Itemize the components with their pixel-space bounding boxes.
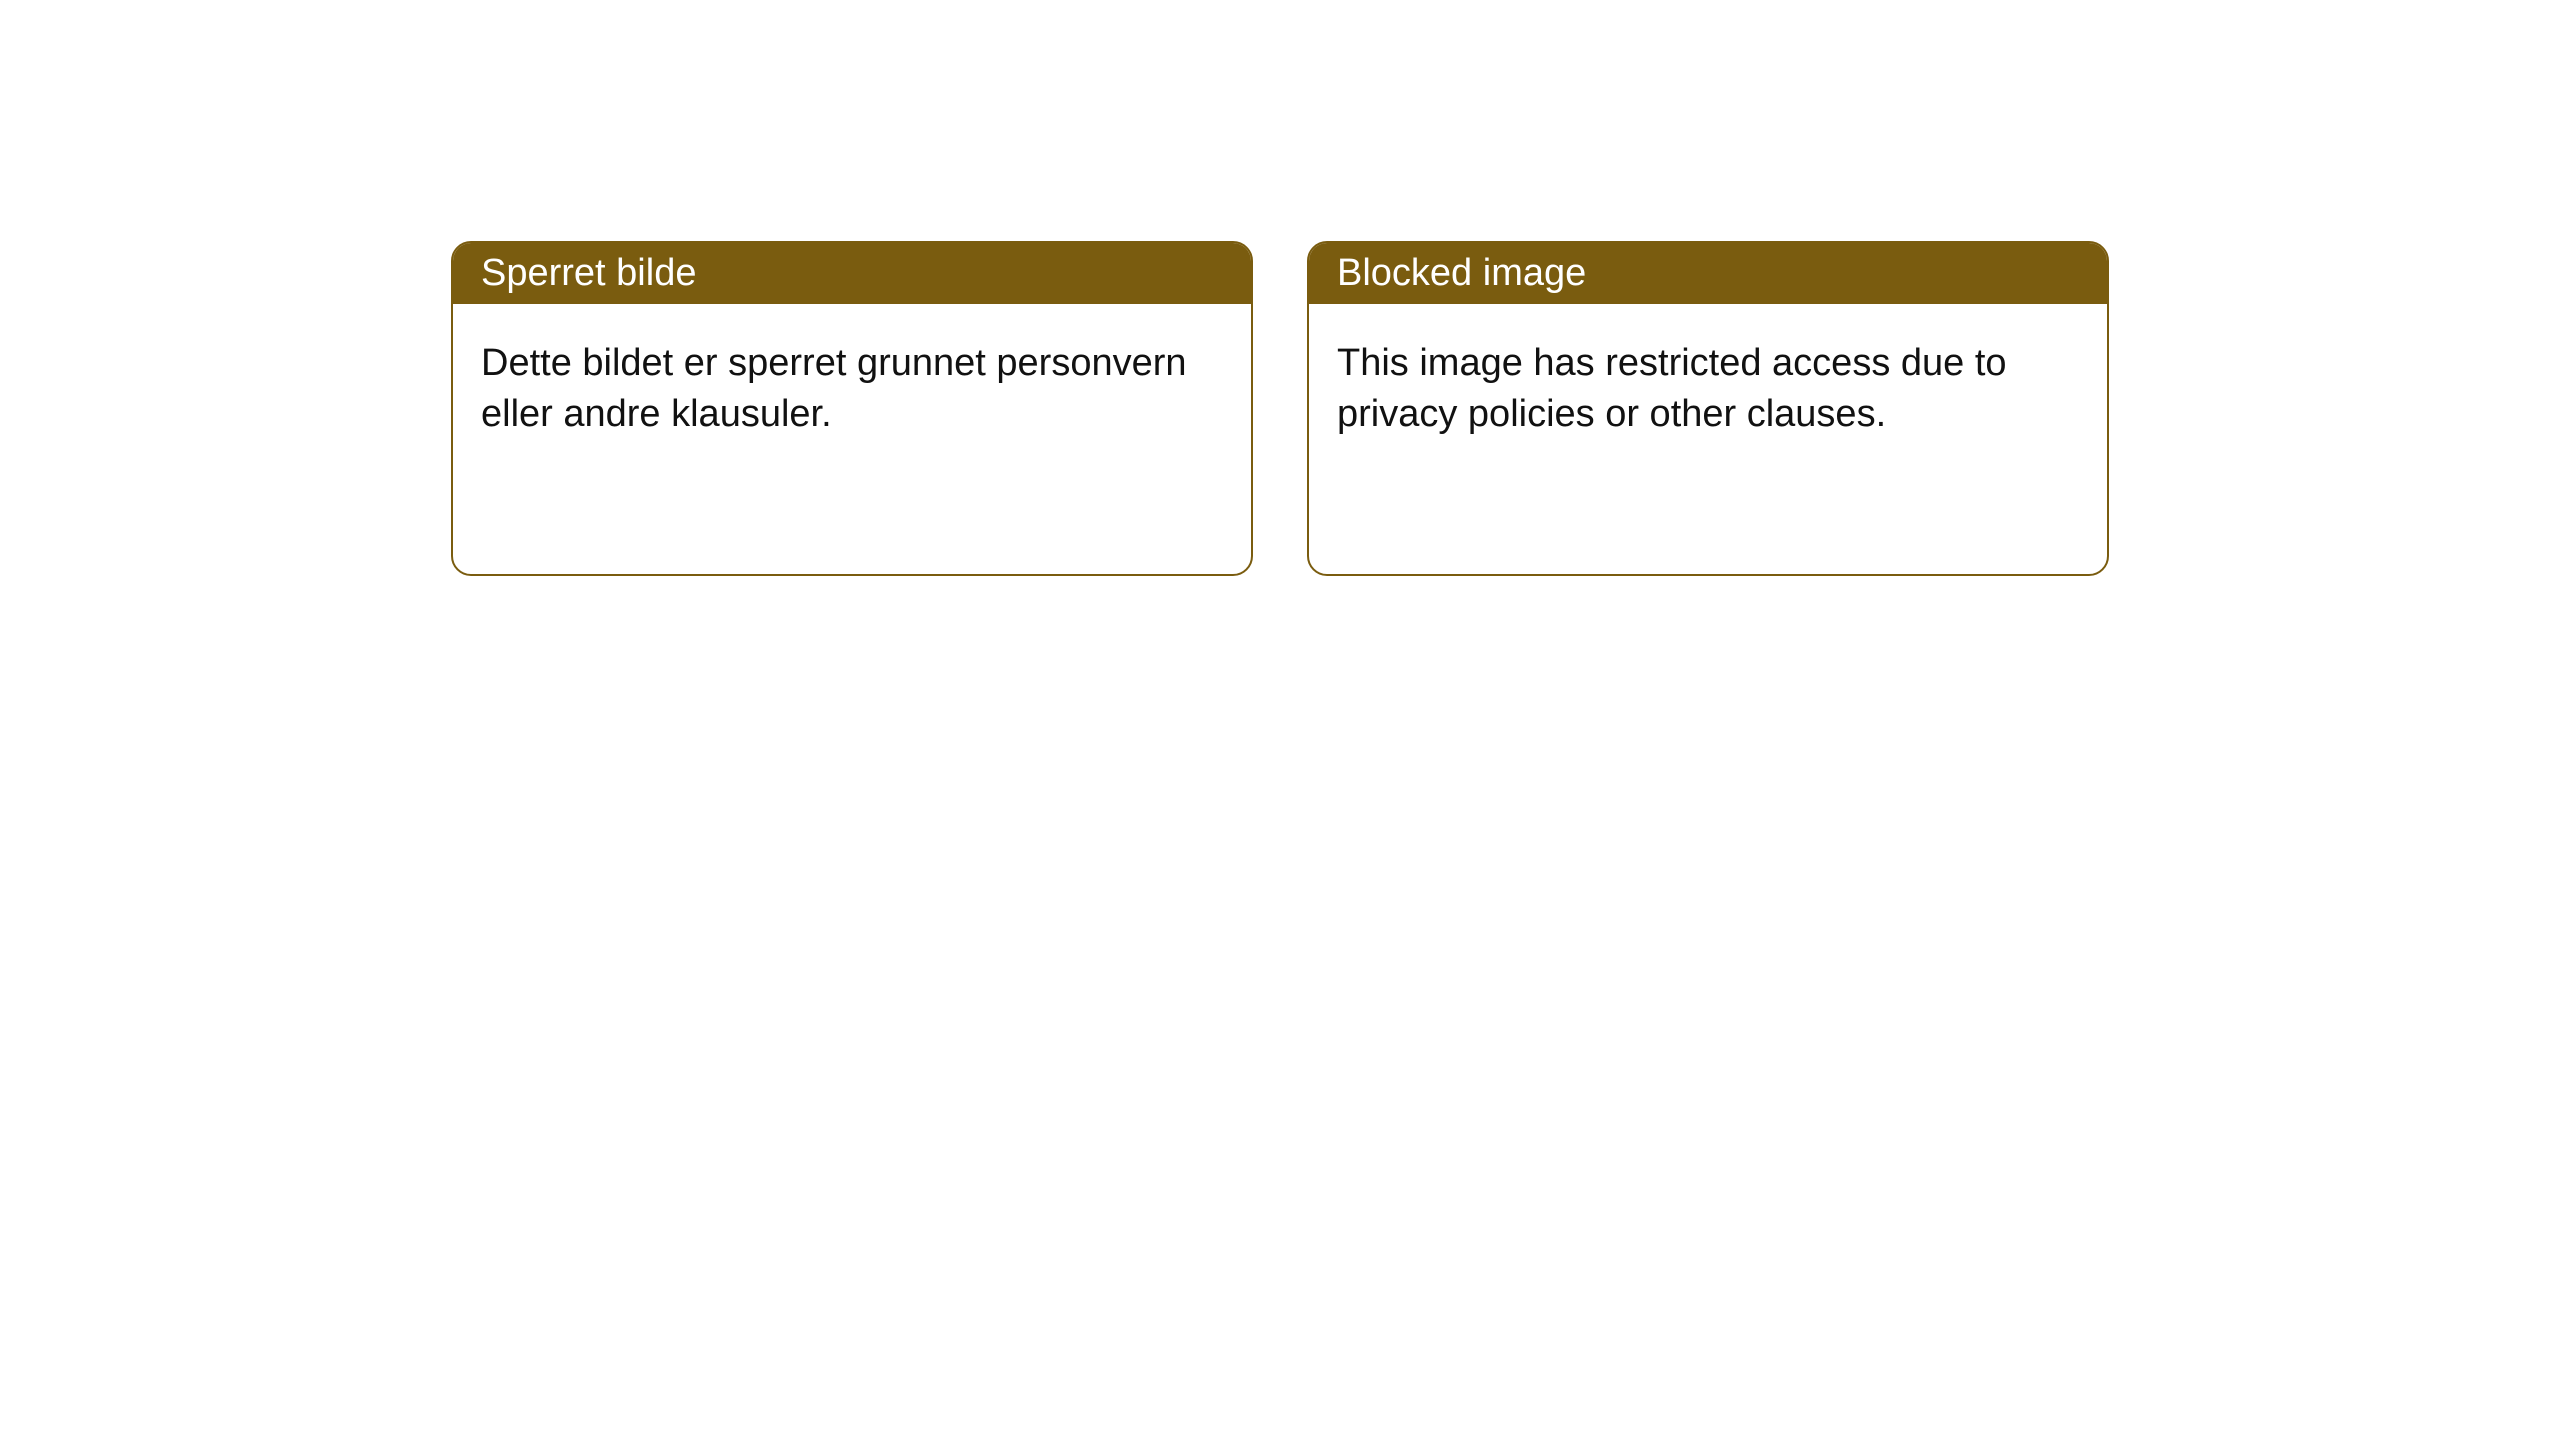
card-header-norwegian: Sperret bilde xyxy=(453,243,1251,304)
card-body-norwegian: Dette bildet er sperret grunnet personve… xyxy=(453,304,1251,475)
card-message-norwegian: Dette bildet er sperret grunnet personve… xyxy=(481,342,1187,435)
card-title-english: Blocked image xyxy=(1337,252,1586,294)
notice-container: Sperret bilde Dette bildet er sperret gr… xyxy=(0,0,2560,576)
card-title-norwegian: Sperret bilde xyxy=(481,252,696,294)
blocked-image-card-english: Blocked image This image has restricted … xyxy=(1307,241,2109,576)
card-header-english: Blocked image xyxy=(1309,243,2107,304)
blocked-image-card-norwegian: Sperret bilde Dette bildet er sperret gr… xyxy=(451,241,1253,576)
card-body-english: This image has restricted access due to … xyxy=(1309,304,2107,475)
card-message-english: This image has restricted access due to … xyxy=(1337,342,2007,435)
